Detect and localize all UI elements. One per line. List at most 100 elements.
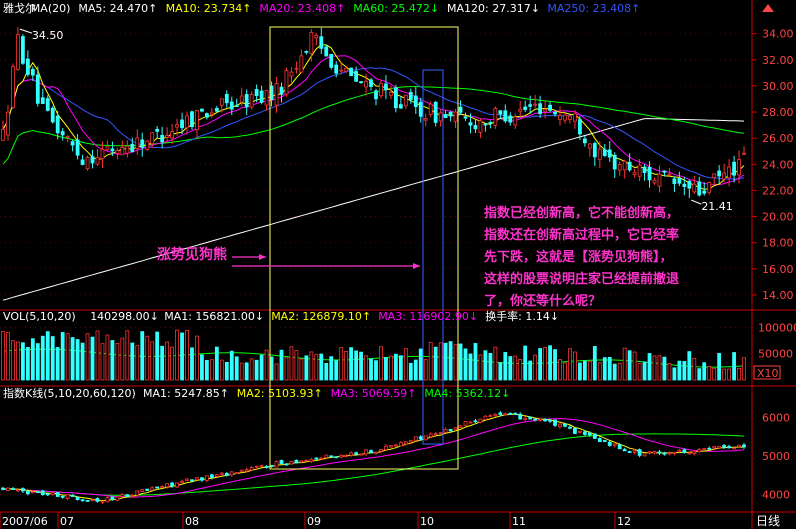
index-candle: [453, 427, 458, 431]
volume-bar: [379, 346, 383, 381]
index-candle: [473, 420, 478, 423]
price-candle: [165, 135, 170, 138]
index-candle: [463, 421, 468, 426]
volume-bar: [423, 359, 428, 381]
index-candle: [548, 419, 552, 422]
x-axis-label: 2007/06: [2, 515, 48, 528]
price-candle: [423, 118, 428, 121]
price-candle: [349, 67, 354, 77]
index-candle: [498, 412, 503, 415]
price-candle: [314, 35, 319, 39]
volume-bar: [443, 342, 448, 381]
volume-unit-badge-label: X10: [757, 367, 779, 380]
index-candle: [334, 456, 339, 459]
price-candle: [463, 116, 468, 119]
index-candle: [180, 480, 184, 483]
index-candle: [418, 436, 423, 440]
index-candle: [672, 451, 677, 454]
price-tick-label: 18.00: [762, 237, 794, 250]
volume-bar: [672, 367, 677, 381]
volume-bar: [677, 360, 682, 381]
index-candle: [468, 421, 473, 424]
price-candle: [229, 101, 234, 110]
volume-bar: [498, 362, 503, 381]
volume-legend-item-3: MA2: 126879.10↑: [271, 310, 371, 323]
price-candle: [284, 70, 289, 95]
volume-bar: [294, 350, 299, 381]
price-candle: [727, 166, 732, 179]
volume-bar: [374, 360, 378, 381]
volume-tick-label: 50000: [758, 348, 793, 361]
price-candle: [100, 149, 105, 160]
price-candle: [662, 170, 667, 173]
index-candle: [45, 493, 50, 496]
index-candle: [30, 491, 35, 494]
price-candle: [209, 112, 214, 115]
volume-bar: [702, 362, 707, 381]
volume-bar: [35, 343, 40, 381]
index-ma60-line: [2, 433, 745, 496]
volume-bar: [398, 355, 403, 381]
volume-bar: [70, 337, 75, 381]
volume-bar: [697, 368, 702, 381]
index-candle: [617, 444, 622, 450]
price-candle: [737, 159, 741, 176]
price-candle: [602, 149, 607, 156]
price-candle: [563, 114, 567, 121]
volume-bar: [364, 355, 368, 381]
index-candle: [65, 494, 70, 499]
price-candle: [120, 147, 125, 156]
price-candle: [219, 98, 224, 106]
high-marker-line: [19, 28, 33, 34]
volume-bar: [274, 363, 279, 381]
volume-bar: [428, 341, 433, 381]
price-candle: [45, 98, 50, 111]
index-candle: [727, 446, 732, 449]
price-candle: [597, 148, 602, 160]
index-candle: [503, 413, 508, 416]
volume-bar: [1, 330, 5, 381]
index-candle: [632, 450, 637, 453]
index-legend-item-3: MA3: 5069.59↑: [331, 387, 417, 400]
index-candle: [587, 432, 592, 436]
volume-bar: [722, 368, 727, 381]
price-candle: [175, 124, 179, 128]
price-candle: [259, 90, 264, 103]
price-candle: [379, 82, 383, 97]
volume-tick-label: 100000: [758, 321, 796, 334]
price-tick-label: 26.00: [762, 132, 794, 145]
volume-bar: [200, 354, 204, 381]
volume-bar: [140, 331, 145, 381]
price-candle: [732, 161, 736, 176]
price-candle: [125, 145, 130, 154]
index-candle: [254, 465, 259, 468]
price-candle: [384, 83, 388, 91]
index-candle: [637, 449, 642, 456]
volume-bar: [369, 358, 373, 381]
price-candle: [254, 89, 259, 97]
volume-bar: [582, 360, 587, 381]
price-legend-item-5: MA60: 25.472↓: [353, 2, 439, 15]
price-candle: [25, 58, 30, 75]
index-candle: [677, 449, 682, 452]
index-candle: [423, 435, 428, 441]
ma120-line: [2, 118, 745, 301]
price-candle: [697, 181, 702, 196]
period-label: 日线: [756, 514, 780, 528]
volume-bar: [299, 358, 304, 381]
price-candle: [493, 108, 498, 126]
price-candle: [214, 108, 219, 112]
volume-bar: [707, 366, 712, 381]
volume-bar: [205, 359, 209, 381]
price-candle: [627, 161, 632, 171]
price-candle: [553, 111, 557, 115]
explanation-line-3: 先下跌，这就是【涨势见狗熊】，: [484, 250, 673, 265]
index-candle: [433, 433, 438, 436]
index-candle: [90, 499, 95, 502]
volume-bar: [100, 343, 105, 381]
volume-bar: [60, 332, 65, 381]
volume-bar: [548, 345, 552, 381]
volume-bar: [214, 346, 219, 381]
index-candle: [40, 490, 45, 496]
price-candle: [359, 81, 363, 83]
